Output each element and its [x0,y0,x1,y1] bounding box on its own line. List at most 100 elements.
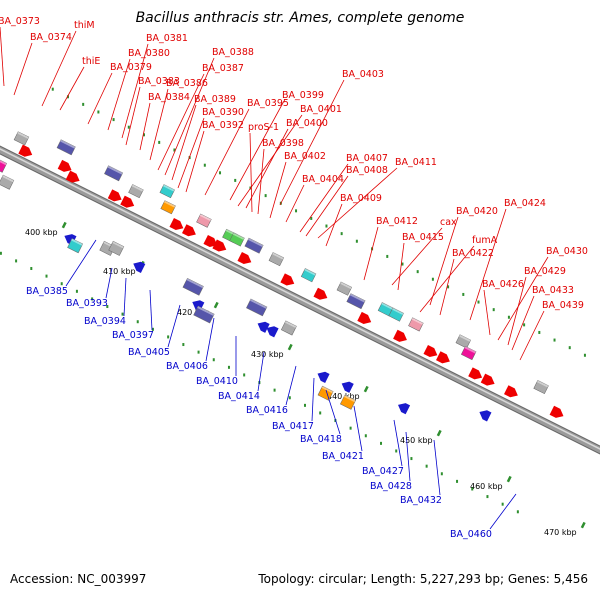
scale-label: 450 kbp [400,436,433,445]
leader-line [0,26,5,87]
leader-line [237,114,303,207]
scale-minor-tick [142,133,145,137]
reverse-gene-box [108,240,125,256]
leader-line [439,258,455,316]
leader-line [391,227,443,286]
scale-minor-tick [440,472,443,476]
leader-line [325,203,343,247]
gene-label-ba-0430: BA_0430 [546,246,588,257]
leader-line [325,389,341,435]
leader-line [229,100,285,201]
forward-gene-arrow [107,189,122,202]
leader-line [123,277,127,317]
forward-gene-box [128,184,144,199]
backbone-line [0,146,600,454]
forward-gene-arrow [18,144,33,157]
gene-label-ba-0399: BA_0399 [282,90,324,101]
scale-minor-tick [15,259,18,263]
forward-gene-arrow [212,239,227,252]
scale-major-tick [506,475,512,483]
leader-line [317,167,398,239]
leader-line [167,304,181,348]
accession-text: Accession: NC_003997 [10,572,147,586]
gene-label-ba-0404: BA_0404 [302,174,344,185]
leader-line [157,73,205,171]
scale-minor-tick [182,343,185,347]
leader-line [59,66,85,111]
gene-label-ba-0397: BA_0397 [112,330,154,341]
forward-gene-box [159,184,175,199]
forward-gene-box [388,307,404,322]
leader-line [257,148,265,215]
scale-minor-tick [456,479,459,483]
gene-label-thim: thiM [74,20,95,31]
scale-minor-tick [486,495,489,499]
reverse-gene-box [280,320,297,336]
leader-line [279,79,345,206]
scale-minor-tick [364,434,367,438]
forward-gene-arrow [65,170,80,183]
reverse-gene-arrow [479,410,492,422]
gene-label-ba-0387: BA_0387 [202,63,244,74]
scale-minor-tick [60,282,63,286]
gene-label-ba-0405: BA_0405 [128,347,170,358]
gene-label-pros-1: proS-1 [248,122,279,133]
reverse-gene-arrow [257,321,270,333]
gene-label-ba-0412: BA_0412 [376,216,418,227]
scale-major-tick [363,385,369,393]
leader-line [171,104,197,181]
leader-line [285,184,305,223]
gene-label-ba-0383: BA_0383 [138,76,180,87]
reverse-gene-arrow [317,371,330,383]
leader-line [65,239,97,287]
gene-label-ba-0386: BA_0386 [166,78,208,89]
leader-line [305,175,349,237]
scale-minor-tick [395,449,398,453]
scale-minor-tick [431,277,434,281]
scale-label: 410 kbp [103,267,136,276]
scale-label: 430 kbp [251,350,284,359]
scale-minor-tick [349,426,352,430]
scale-minor-tick [425,464,428,468]
gene-label-ba-0408: BA_0408 [346,165,388,176]
forward-gene-box [56,139,76,156]
leader-line [13,42,33,96]
forward-gene-box [533,379,549,395]
label-leader-lines [0,26,549,530]
gene-label-ba-0416: BA_0416 [246,405,288,416]
gene-label-ba-0439: BA_0439 [542,300,584,311]
gene-label-ba-0379: BA_0379 [110,62,152,73]
leader-line [139,102,151,151]
gene-label-thie: thiE [82,56,100,67]
gene-label-ba-0407: BA_0407 [346,153,388,164]
scale-minor-tick [471,487,474,491]
forward-gene-box [300,268,317,283]
scale-label: 400 kbp [25,228,58,237]
gene-label-ba-0422: BA_0422 [452,248,494,259]
leader-line [149,289,153,331]
forward-gene-box [346,293,366,310]
leader-line [469,208,507,321]
forward-gene-arrow [480,373,495,386]
scale-minor-tick [355,239,358,243]
gene-label-ba-0432: BA_0432 [400,495,442,506]
scale-ticks: 400 kbp 410 kbp 420 kbp 430 kbp 440 kbp 450 k… [0,87,586,537]
gene-label-ba-0402: BA_0402 [284,151,326,162]
leader-line [205,317,215,362]
leader-line [41,30,77,107]
gene-label-ba-0414: BA_0414 [218,391,260,402]
scale-minor-tick [167,335,170,339]
forward-gene-arrow [313,287,328,300]
scale-minor-tick [380,441,383,445]
leader-line [489,493,517,530]
scale-minor-tick [212,358,215,362]
scale-major-tick [436,429,442,437]
leader-line [497,256,549,341]
scale-minor-tick [523,323,526,327]
scale-minor-tick [410,457,413,461]
genome-backbone [0,145,600,455]
scale-minor-tick [173,148,176,152]
leader-line [125,86,141,146]
